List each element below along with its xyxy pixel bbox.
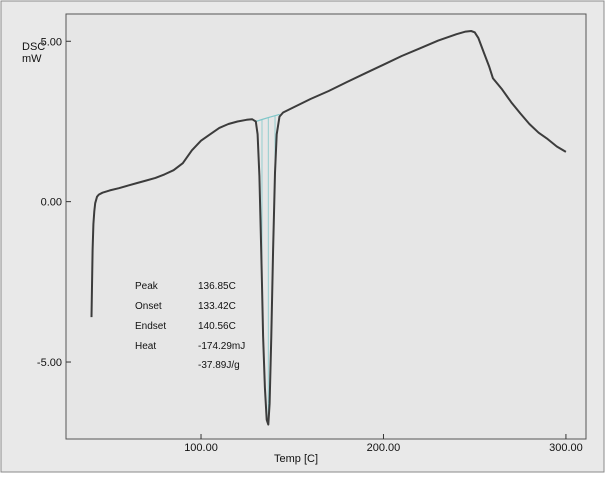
annotation-value-onset: 133.42C	[198, 301, 236, 312]
annotation-value-heat: -174.29mJ	[198, 341, 245, 352]
y-axis-unit: mW	[22, 53, 42, 65]
x-tick-label: 100.00	[184, 442, 218, 454]
annotation-label-peak: Peak	[135, 281, 159, 292]
annotation-value-endset: 140.56C	[198, 321, 236, 332]
x-axis-title: Temp [C]	[274, 453, 318, 465]
annotation-label-onset: Onset	[135, 301, 162, 312]
annotation-label-endset: Endset	[135, 321, 166, 332]
annotation-label-heat: Heat	[135, 341, 156, 352]
annotation-value-heat-per-gram: -37.89J/g	[198, 360, 240, 371]
y-tick-label: 5.00	[41, 36, 62, 48]
y-tick-label: -5.00	[37, 357, 62, 369]
plot-area	[66, 14, 586, 439]
annotation-value-peak: 136.85C	[198, 281, 236, 292]
x-tick-label: 300.00	[549, 442, 583, 454]
y-tick-label: 0.00	[41, 197, 62, 209]
x-tick-label: 200.00	[367, 442, 401, 454]
